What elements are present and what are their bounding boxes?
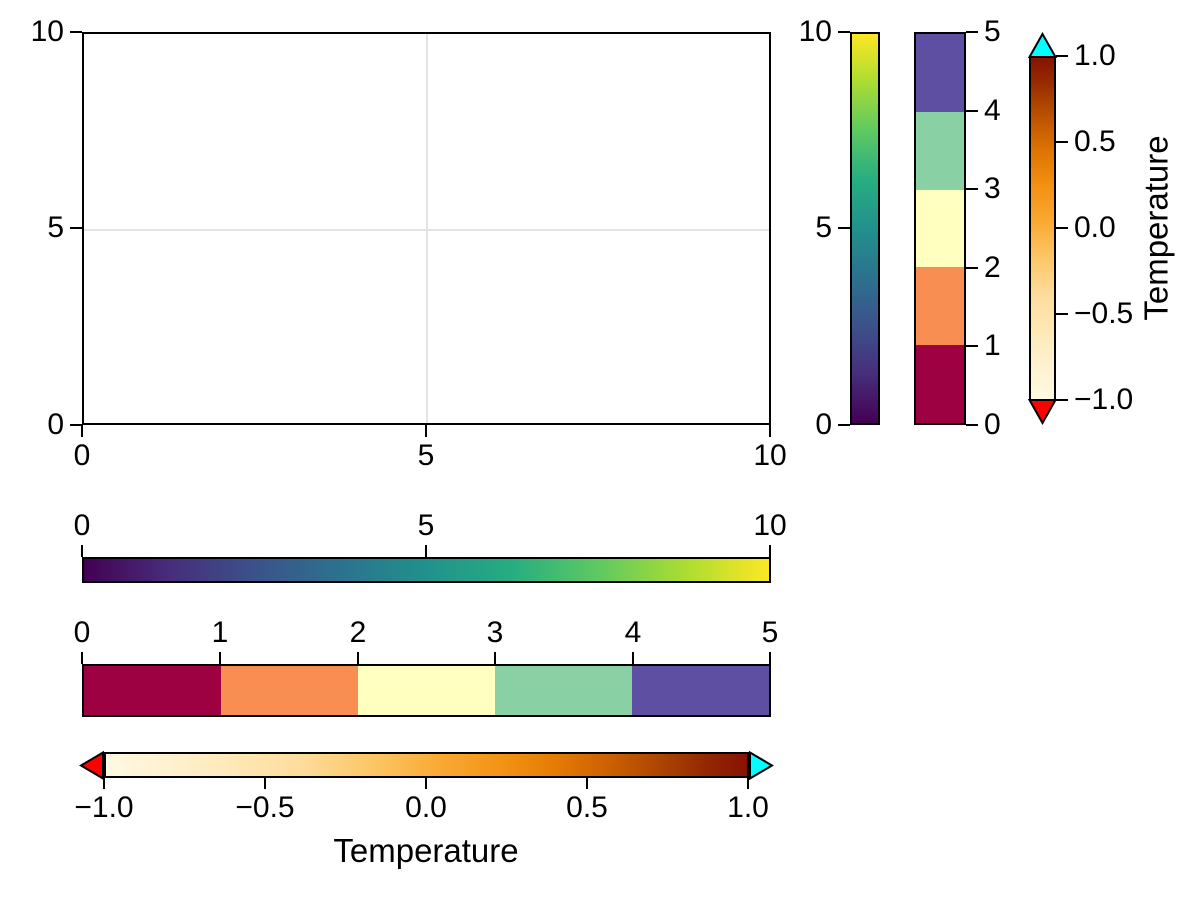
y-tick-label: 0	[47, 408, 64, 441]
highclip-triangle-icon	[1027, 32, 1058, 58]
colorbar-tick-label: −0.5	[235, 791, 295, 824]
colorbar-tick-label: 1.0	[727, 791, 769, 824]
colorbar-tick-mark	[769, 652, 771, 664]
colorbar-tick-label: −0.5	[1074, 297, 1134, 330]
colorbar-tick-label: 0.5	[1074, 125, 1116, 158]
colorbar-tick-mark	[81, 545, 83, 557]
colorbar-tick-label: 0	[984, 408, 1001, 441]
colorbar-horizontal-temperature	[104, 752, 749, 778]
category-swatch	[221, 666, 358, 715]
x-tick-label: 10	[753, 439, 787, 472]
colorbar-tick-label: 0.0	[1074, 211, 1116, 244]
colorbar-tick-mark	[425, 545, 427, 557]
colorbar-tick-label: 3	[486, 616, 504, 649]
colorbar-tick-label: 4	[984, 94, 1001, 127]
category-swatch	[916, 345, 964, 423]
colorbar-tick-label: 2	[349, 616, 367, 649]
colorbar-tick-mark	[1056, 55, 1068, 57]
colorbar-tick-mark	[966, 424, 978, 426]
colorbar-tick-mark	[966, 188, 978, 190]
y-tick-mark	[70, 424, 82, 426]
colorbar-tick-mark	[1056, 141, 1068, 143]
category-swatch	[495, 666, 632, 715]
colorbar-tick-mark	[1056, 399, 1068, 401]
colorbar-tick-label: 1	[211, 616, 229, 649]
colorbar-tick-mark	[838, 424, 850, 426]
colorbar-tick-mark	[1056, 313, 1068, 315]
main-axes	[82, 32, 771, 425]
colorbar-tick-label: 1.0	[1074, 39, 1116, 72]
category-swatch	[632, 666, 769, 715]
colorbar-tick-mark	[747, 777, 749, 789]
colorbar-tick-mark	[632, 652, 634, 664]
category-swatch	[358, 666, 495, 715]
colorbar-tick-label: −1.0	[1074, 383, 1134, 416]
y-tick-mark	[70, 227, 82, 229]
colorbar-tick-mark	[219, 652, 221, 664]
colorbar-tick-label: −1.0	[74, 791, 134, 824]
colorbar-tick-label: 5	[815, 211, 832, 244]
highclip-triangle-icon	[749, 750, 774, 781]
colorbar-tick-mark	[103, 777, 105, 789]
x-tick-mark	[425, 425, 427, 437]
colorbar-tick-mark	[966, 267, 978, 269]
category-swatch	[916, 111, 964, 190]
gridline-x5	[426, 34, 428, 423]
colorbar-tick-label: 10	[753, 509, 787, 542]
lowclip-triangle-icon	[1027, 399, 1058, 425]
colorbar-tick-label: 0.5	[566, 791, 608, 824]
colorbar-tick-mark	[838, 227, 850, 229]
category-swatch	[916, 34, 964, 112]
colorbar-vertical-categorical	[914, 32, 966, 425]
colorbar-tick-mark	[966, 110, 978, 112]
x-tick-mark	[769, 425, 771, 437]
colorbar-tick-label: 0	[815, 408, 832, 441]
colorbar-tick-label: 0.0	[405, 791, 447, 824]
colorbar-tick-mark	[966, 345, 978, 347]
colorbar-axis-label: Temperature	[333, 832, 519, 869]
category-swatch	[916, 189, 964, 268]
colorbar-tick-label: 3	[984, 172, 1001, 205]
colorbar-tick-label: 0	[73, 509, 91, 542]
colorbar-horizontal-viridis	[82, 557, 771, 583]
colorbar-tick-label: 4	[624, 616, 642, 649]
colorbar-tick-label: 2	[984, 251, 1001, 284]
colorbar-tick-label: 5	[984, 15, 1001, 48]
y-tick-label: 10	[30, 15, 64, 48]
colorbar-tick-mark	[264, 777, 266, 789]
colorbar-tick-label: 0	[73, 616, 91, 649]
category-swatch	[916, 267, 964, 346]
category-swatch	[84, 666, 221, 715]
x-tick-mark	[81, 425, 83, 437]
colorbar-tick-label: 5	[761, 616, 779, 649]
colorbar-axis-label: Temperature	[1137, 135, 1175, 321]
colorbar-tick-label: 10	[798, 15, 832, 48]
colorbar-tick-mark	[966, 31, 978, 33]
colorbar-tick-mark	[81, 652, 83, 664]
colorbar-tick-mark	[838, 31, 850, 33]
colorbar-vertical-temperature	[1029, 56, 1056, 401]
colorbar-tick-mark	[586, 777, 588, 789]
y-tick-label: 5	[47, 211, 64, 244]
colorbar-tick-mark	[425, 777, 427, 789]
colorbar-tick-mark	[357, 652, 359, 664]
colorbar-tick-label: 5	[417, 509, 435, 542]
colorbar-tick-label: 1	[984, 329, 1001, 362]
colorbar-vertical-viridis	[850, 32, 880, 425]
colorbar-tick-mark	[1056, 227, 1068, 229]
x-tick-label: 5	[417, 439, 435, 472]
x-tick-label: 0	[73, 439, 91, 472]
colorbar-tick-mark	[494, 652, 496, 664]
colorbar-horizontal-categorical	[82, 664, 771, 717]
gridline-y5	[84, 229, 769, 231]
lowclip-triangle-icon	[79, 750, 104, 781]
colorbar-tick-mark	[769, 545, 771, 557]
y-tick-mark	[70, 31, 82, 33]
